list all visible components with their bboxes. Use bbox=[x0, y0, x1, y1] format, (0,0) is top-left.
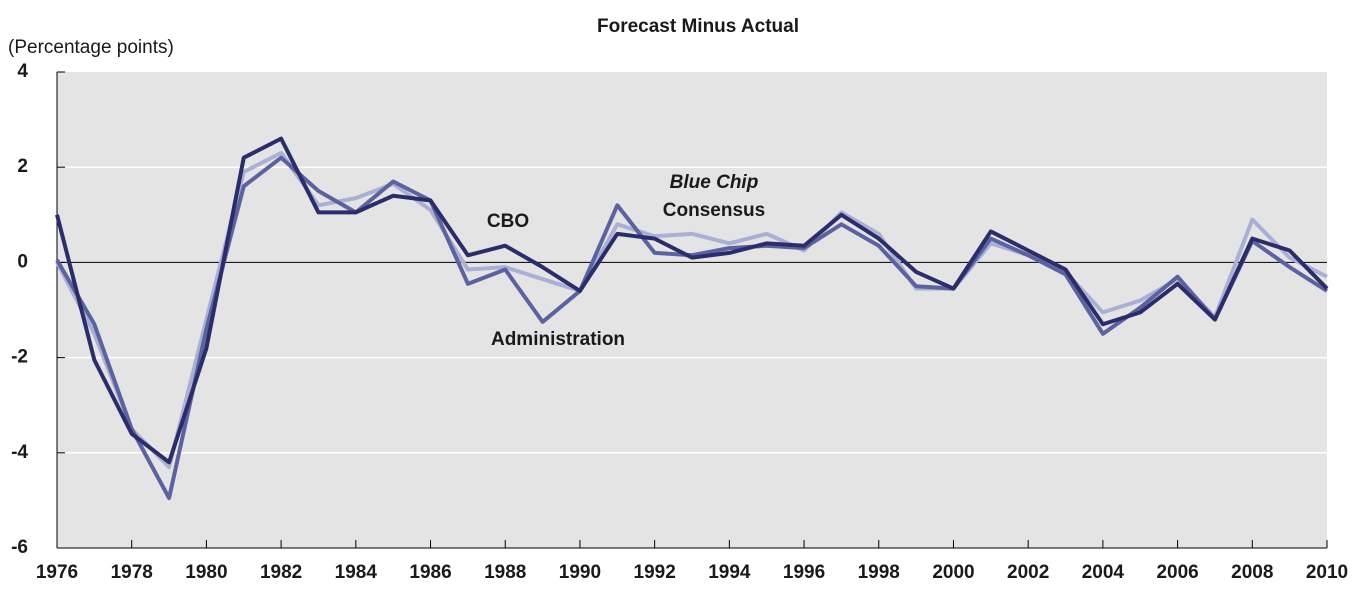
x-tick-label: 1982 bbox=[260, 562, 302, 583]
y-axis-label: (Percentage points) bbox=[8, 37, 174, 58]
x-tick-label: 2008 bbox=[1231, 562, 1273, 583]
chart-title: Forecast Minus Actual bbox=[597, 16, 799, 37]
x-tick-label: 1990 bbox=[559, 562, 601, 583]
x-tick-label: 1998 bbox=[858, 562, 900, 583]
x-tick-label: 1978 bbox=[111, 562, 153, 583]
x-tick-label: 2010 bbox=[1306, 562, 1348, 583]
x-tick-label: 1992 bbox=[634, 562, 676, 583]
series-line bbox=[55, 136, 1329, 465]
y-tick-label: 4 bbox=[17, 61, 28, 82]
series-label: CBO bbox=[487, 211, 529, 232]
series-line bbox=[55, 150, 1328, 470]
series-label: Administration bbox=[491, 329, 625, 350]
x-tick-label: 2002 bbox=[1007, 562, 1049, 583]
x-tick-label: 1980 bbox=[185, 562, 227, 583]
x-tick-label: 1986 bbox=[409, 562, 451, 583]
y-tick-label: 0 bbox=[17, 251, 28, 272]
y-tick-label: 2 bbox=[17, 156, 28, 177]
y-tick-label: -2 bbox=[11, 347, 28, 368]
series-line bbox=[55, 155, 1329, 501]
x-tick-label: 1984 bbox=[335, 562, 378, 583]
x-tick-label: 1994 bbox=[708, 562, 751, 583]
y-tick-label: -6 bbox=[11, 537, 28, 558]
x-tick-label: 2006 bbox=[1156, 562, 1198, 583]
x-tick-label: 2004 bbox=[1082, 562, 1125, 583]
series-label: Consensus bbox=[663, 200, 765, 221]
x-tick-label: 2000 bbox=[932, 562, 974, 583]
x-tick-label: 1988 bbox=[484, 562, 526, 583]
x-tick-label: 1976 bbox=[36, 562, 78, 583]
y-tick-label: -4 bbox=[11, 442, 28, 463]
series-label: Blue Chip bbox=[670, 172, 759, 193]
x-tick-label: 1996 bbox=[783, 562, 825, 583]
